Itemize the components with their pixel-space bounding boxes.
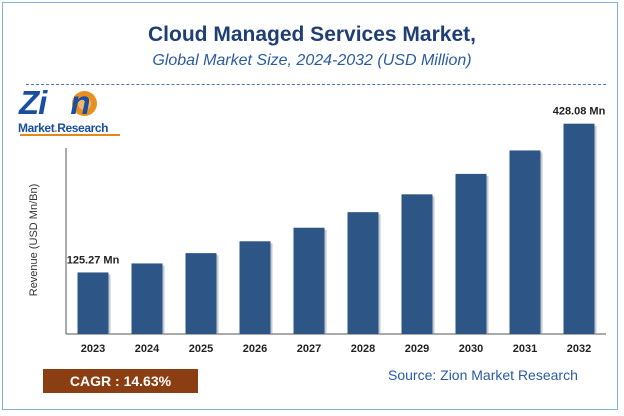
cagr-badge: CAGR : 14.63% (43, 369, 198, 393)
data-label: 428.08 Mn (553, 106, 606, 118)
bar (401, 194, 433, 334)
x-tick-label: 2026 (243, 343, 267, 355)
chart-subtitle: Global Market Size, 2024-2032 (USD Milli… (152, 52, 472, 69)
bar (293, 227, 325, 334)
bar (455, 173, 487, 334)
bar (239, 241, 271, 334)
x-tick-label: 2025 (189, 343, 213, 355)
x-tick-label: 2024 (135, 343, 160, 355)
x-tick-label: 2027 (297, 343, 321, 355)
title-divider (26, 84, 606, 85)
bar (347, 212, 379, 334)
logo-wordmark: Zi n (19, 84, 91, 121)
logo-tagline: Market.Research (18, 121, 109, 135)
x-tick-label: 2032 (567, 343, 591, 355)
logo-underline (20, 134, 120, 136)
x-tick-label: 2028 (351, 343, 375, 355)
x-tick-label: 2029 (405, 343, 429, 355)
data-label: 125.27 Mn (67, 254, 120, 266)
bar (509, 150, 541, 334)
globe-icon (72, 91, 97, 116)
zion-logo: Zi n Market.Research (18, 84, 122, 136)
bar (77, 272, 109, 334)
chart-frame (2, 2, 618, 410)
bar (131, 263, 163, 334)
bar (185, 253, 217, 334)
x-tick-label: 2030 (459, 343, 483, 355)
x-tick-label: 2023 (81, 343, 105, 355)
bar (563, 123, 595, 334)
chart-title: Cloud Managed Services Market, (148, 23, 476, 46)
source-label: Source: Zion Market Research (388, 367, 578, 383)
x-tick-label: 2031 (513, 343, 537, 355)
